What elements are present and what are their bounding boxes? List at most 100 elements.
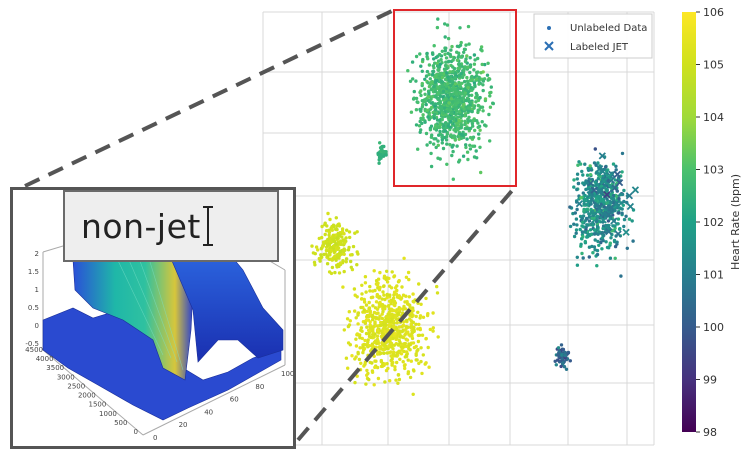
scatter-point	[430, 133, 434, 137]
scatter-point	[609, 200, 613, 204]
scatter-point	[416, 310, 420, 314]
scatter-point	[452, 56, 457, 60]
scatter-point	[580, 220, 585, 224]
scatter-point	[380, 297, 384, 301]
scatter-point	[409, 311, 414, 315]
scatter-point	[409, 325, 413, 330]
scatter-point	[428, 140, 432, 145]
scatter-point	[580, 169, 584, 174]
jet-marker	[587, 179, 595, 187]
scatter-point	[392, 290, 397, 294]
scatter-point	[433, 102, 438, 106]
scatter-point	[391, 296, 396, 300]
scatter-point	[403, 328, 407, 332]
scatter-point	[449, 83, 453, 88]
scatter-point	[491, 101, 495, 106]
scatter-point	[468, 135, 473, 140]
scatter-point	[406, 370, 411, 374]
scatter-point	[377, 345, 381, 349]
scatter-point	[450, 153, 454, 158]
scatter-point	[608, 256, 613, 260]
scatter-point	[462, 107, 466, 111]
scatter-point	[593, 180, 597, 184]
scatter-point	[421, 57, 425, 62]
scatter-point	[487, 112, 491, 117]
scatter-point	[386, 304, 391, 308]
label-text-box[interactable]: non-jet	[63, 190, 279, 262]
jet-marker	[596, 186, 604, 195]
scatter-point	[456, 121, 460, 125]
inset-tick-label: 3500	[46, 364, 64, 372]
scatter-point	[396, 373, 401, 377]
scatter-point	[392, 350, 396, 354]
scatter-point	[327, 257, 331, 261]
scatter-point	[471, 86, 475, 91]
scatter-point	[591, 221, 595, 225]
scatter-point	[430, 95, 435, 99]
scatter-point	[421, 116, 425, 120]
jet-marker	[614, 202, 622, 210]
scatter-point	[354, 355, 358, 359]
scatter-point	[588, 228, 593, 232]
scatter-point	[440, 105, 444, 109]
scatter-point	[359, 326, 364, 330]
scatter-point	[574, 228, 579, 232]
scatter-point	[366, 371, 370, 376]
scatter-point	[351, 244, 356, 249]
scatter-point	[402, 306, 406, 310]
scatter-point	[625, 246, 629, 250]
inset-tick-label: 2500	[67, 382, 85, 390]
scatter-point	[388, 299, 392, 303]
scatter-point	[488, 105, 493, 109]
scatter-point	[462, 102, 466, 107]
scatter-point	[378, 303, 382, 308]
colorbar-tick-label: 104	[703, 111, 724, 124]
scatter-point	[472, 62, 477, 66]
scatter-point	[363, 281, 368, 285]
scatter-point	[385, 351, 389, 355]
scatter-point	[410, 60, 415, 64]
scatter-point	[581, 256, 585, 260]
scatter-point	[475, 93, 479, 97]
inset-tick-label: 0.5	[28, 304, 39, 312]
scatter-point	[480, 62, 484, 67]
scatter-point	[420, 81, 424, 86]
scatter-point	[390, 270, 394, 274]
scatter-point	[436, 335, 440, 339]
scatter-point	[446, 124, 450, 128]
scatter-point	[383, 345, 387, 350]
inset-tick-label: 4500	[25, 346, 43, 354]
scatter-point	[383, 380, 387, 384]
scatter-point	[604, 169, 609, 173]
scatter-point	[434, 107, 438, 112]
scatter-point	[468, 147, 473, 151]
scatter-point	[313, 252, 317, 256]
scatter-point	[459, 40, 463, 45]
scatter-point	[345, 228, 349, 232]
scatter-point	[467, 126, 472, 131]
colorbar-tick-label: 105	[703, 59, 724, 72]
scatter-point	[591, 209, 595, 214]
scatter-point	[324, 229, 329, 233]
scatter-point	[440, 138, 444, 142]
scatter-point	[412, 369, 416, 373]
scatter-point	[394, 378, 398, 382]
scatter-point	[464, 143, 468, 147]
scatter-point	[483, 123, 487, 127]
scatter-point	[575, 223, 579, 227]
scatter-point	[395, 336, 399, 340]
scatter-point	[465, 126, 469, 131]
scatter-point	[365, 325, 369, 329]
scatter-point	[347, 230, 352, 234]
scatter-point	[601, 238, 605, 243]
scatter-point	[458, 63, 462, 68]
scatter-point	[444, 60, 448, 64]
scatter-point	[591, 251, 595, 255]
scatter-point	[477, 82, 481, 86]
scatter-point	[411, 77, 415, 81]
scatter-point	[325, 262, 330, 266]
scatter-point	[582, 209, 586, 213]
scatter-point	[596, 194, 600, 199]
scatter-point	[453, 138, 457, 142]
scatter-point	[425, 51, 429, 56]
